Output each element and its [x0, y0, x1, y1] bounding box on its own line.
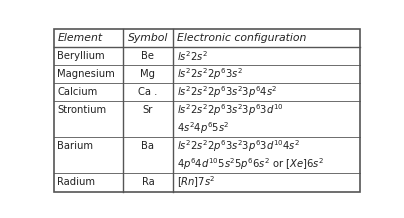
Text: $ls^{2}2s^{2}2p^{6}3s^{2}3p^{6}3d^{10}4s^{2}$: $ls^{2}2s^{2}2p^{6}3s^{2}3p^{6}3d^{10}4s… — [177, 139, 300, 154]
Text: Radium: Radium — [57, 177, 95, 187]
Text: $ls^{2}2s^{2}$: $ls^{2}2s^{2}$ — [177, 49, 208, 63]
Text: Ca .: Ca . — [138, 87, 158, 97]
Text: Strontium: Strontium — [57, 106, 107, 116]
Text: $ls^{2}2s^{2}2p^{6}3s^{2}3p^{6}3d^{10}$: $ls^{2}2s^{2}2p^{6}3s^{2}3p^{6}3d^{10}$ — [177, 102, 284, 118]
Text: $4s^{2}4p^{6}5s^{2}$: $4s^{2}4p^{6}5s^{2}$ — [177, 121, 229, 136]
Text: Beryllium: Beryllium — [57, 51, 105, 61]
Text: Element: Element — [57, 33, 103, 43]
Text: Mg: Mg — [141, 69, 156, 79]
Text: Magnesium: Magnesium — [57, 69, 115, 79]
Text: $ls^{2}2s^{2}2p^{6}3s^{2}$: $ls^{2}2s^{2}2p^{6}3s^{2}$ — [177, 66, 243, 82]
Text: Sr: Sr — [143, 106, 153, 116]
Text: Symbol: Symbol — [128, 33, 168, 43]
Text: $4p^{6}4d^{10}5s^{2}5p^{6}6s^{2}$ or $[Xe]6s^{2}$: $4p^{6}4d^{10}5s^{2}5p^{6}6s^{2}$ or $[X… — [177, 157, 324, 172]
Text: Ba: Ba — [141, 141, 154, 152]
Text: Calcium: Calcium — [57, 87, 98, 97]
Text: $ls^{2}2s^{2}2p^{6}3s^{2}3p^{6}4s^{2}$: $ls^{2}2s^{2}2p^{6}3s^{2}3p^{6}4s^{2}$ — [177, 85, 278, 100]
Text: Electronic configuration: Electronic configuration — [177, 33, 306, 43]
Text: Barium: Barium — [57, 141, 93, 152]
Text: $[Rn]7s^{2}$: $[Rn]7s^{2}$ — [177, 175, 216, 190]
Text: Be: Be — [141, 51, 154, 61]
Text: Ra: Ra — [142, 177, 154, 187]
